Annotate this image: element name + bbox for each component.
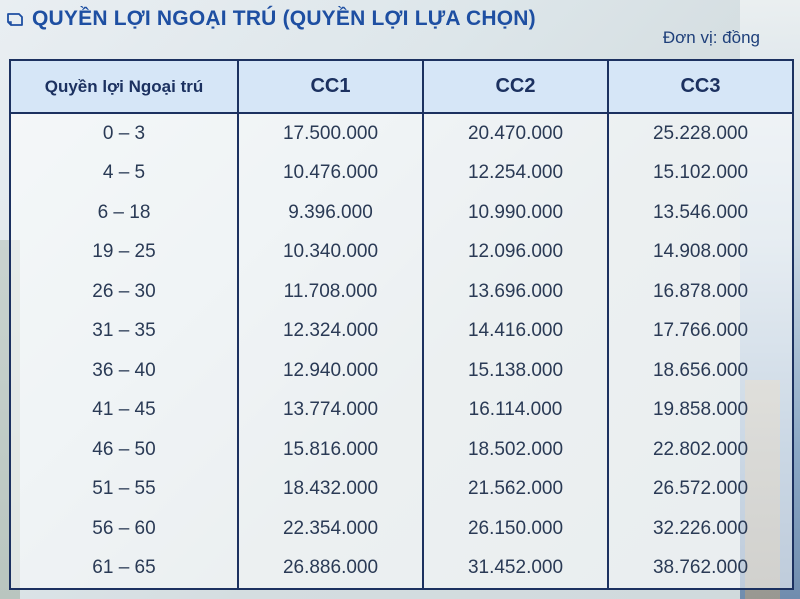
age-range-cell: 31 – 35 <box>9 311 239 351</box>
amount-cell-cc3: 32.226.000 <box>607 509 794 549</box>
amount-cell-cc2: 26.150.000 <box>422 509 609 549</box>
table-row: 19 – 25 10.340.000 12.096.000 14.908.000 <box>9 232 794 272</box>
amount-cell-cc3: 38.762.000 <box>607 548 794 590</box>
table-body: 0 – 3 17.500.000 20.470.000 25.228.000 4 – 5… <box>9 113 794 590</box>
amount-cell-cc2: 12.254.000 <box>422 153 609 193</box>
benefit-table: Quyền lợi Ngoại trú CC1 CC2 CC3 0 – 3 17.500… <box>9 59 794 590</box>
amount-cell-cc2: 10.990.000 <box>422 193 609 233</box>
amount-cell-cc3: 14.908.000 <box>607 232 794 272</box>
age-range-cell: 61 – 65 <box>9 548 239 590</box>
table-row: 61 – 65 26.886.000 31.452.000 38.762.000 <box>9 548 794 590</box>
amount-cell-cc1: 11.708.000 <box>237 272 424 312</box>
table-row: 51 – 55 18.432.000 21.562.000 26.572.000 <box>9 469 794 509</box>
age-range-cell: 19 – 25 <box>9 232 239 272</box>
amount-cell-cc1: 12.940.000 <box>237 351 424 391</box>
age-range-cell: 51 – 55 <box>9 469 239 509</box>
table-row: 41 – 45 13.774.000 16.114.000 19.858.000 <box>9 390 794 430</box>
table-row: 6 – 18 9.396.000 10.990.000 13.546.000 <box>9 193 794 233</box>
amount-cell-cc1: 22.354.000 <box>237 509 424 549</box>
amount-cell-cc3: 15.102.000 <box>607 153 794 193</box>
table-row: 46 – 50 15.816.000 18.502.000 22.802.000 <box>9 430 794 470</box>
amount-cell-cc1: 12.324.000 <box>237 311 424 351</box>
table-row: 26 – 30 11.708.000 13.696.000 16.878.000 <box>9 272 794 312</box>
column-header-benefit: Quyền lợi Ngoại trú <box>9 59 239 114</box>
amount-cell-cc2: 31.452.000 <box>422 548 609 590</box>
age-range-cell: 4 – 5 <box>9 153 239 193</box>
table-row: 31 – 35 12.324.000 14.416.000 17.766.000 <box>9 311 794 351</box>
column-header-cc1: CC1 <box>237 59 424 114</box>
age-range-cell: 26 – 30 <box>9 272 239 312</box>
amount-cell-cc3: 17.766.000 <box>607 311 794 351</box>
amount-cell-cc2: 20.470.000 <box>422 113 609 154</box>
amount-cell-cc3: 26.572.000 <box>607 469 794 509</box>
amount-cell-cc3: 25.228.000 <box>607 113 794 154</box>
age-range-cell: 46 – 50 <box>9 430 239 470</box>
amount-cell-cc1: 15.816.000 <box>237 430 424 470</box>
page-title: QUYỀN LỢI NGOẠI TRÚ (QUYỀN LỢI LỰA CHỌN) <box>32 7 536 30</box>
column-header-cc2: CC2 <box>422 59 609 114</box>
age-range-cell: 41 – 45 <box>9 390 239 430</box>
age-range-cell: 56 – 60 <box>9 509 239 549</box>
amount-cell-cc1: 13.774.000 <box>237 390 424 430</box>
amount-cell-cc1: 9.396.000 <box>237 193 424 233</box>
table-row: 4 – 5 10.476.000 12.254.000 15.102.000 <box>9 153 794 193</box>
table-row: 56 – 60 22.354.000 26.150.000 32.226.000 <box>9 509 794 549</box>
amount-cell-cc1: 10.340.000 <box>237 232 424 272</box>
unit-label: Đơn vị: đồng <box>662 28 760 47</box>
benefit-table-container: Quyền lợi Ngoại trú CC1 CC2 CC3 0 – 3 17.500… <box>9 59 794 590</box>
amount-cell-cc3: 13.546.000 <box>607 193 794 233</box>
amount-cell-cc2: 21.562.000 <box>422 469 609 509</box>
table-row: 36 – 40 12.940.000 15.138.000 18.656.000 <box>9 351 794 391</box>
table-row: 0 – 3 17.500.000 20.470.000 25.228.000 <box>9 113 794 154</box>
folded-card-icon <box>6 10 24 28</box>
amount-cell-cc3: 18.656.000 <box>607 351 794 391</box>
amount-cell-cc2: 16.114.000 <box>422 390 609 430</box>
amount-cell-cc1: 17.500.000 <box>237 113 424 154</box>
age-range-cell: 36 – 40 <box>9 351 239 391</box>
amount-cell-cc2: 15.138.000 <box>422 351 609 391</box>
amount-cell-cc1: 18.432.000 <box>237 469 424 509</box>
age-range-cell: 0 – 3 <box>9 113 239 154</box>
title-row: QUYỀN LỢI NGOẠI TRÚ (QUYỀN LỢI LỰA CHỌN) <box>6 4 536 34</box>
age-range-cell: 6 – 18 <box>9 193 239 233</box>
column-header-cc3: CC3 <box>607 59 794 114</box>
amount-cell-cc2: 14.416.000 <box>422 311 609 351</box>
amount-cell-cc2: 13.696.000 <box>422 272 609 312</box>
amount-cell-cc2: 12.096.000 <box>422 232 609 272</box>
amount-cell-cc3: 16.878.000 <box>607 272 794 312</box>
amount-cell-cc1: 10.476.000 <box>237 153 424 193</box>
amount-cell-cc2: 18.502.000 <box>422 430 609 470</box>
amount-cell-cc3: 22.802.000 <box>607 430 794 470</box>
amount-cell-cc1: 26.886.000 <box>237 548 424 590</box>
table-header-row: Quyền lợi Ngoại trú CC1 CC2 CC3 <box>9 59 794 114</box>
amount-cell-cc3: 19.858.000 <box>607 390 794 430</box>
